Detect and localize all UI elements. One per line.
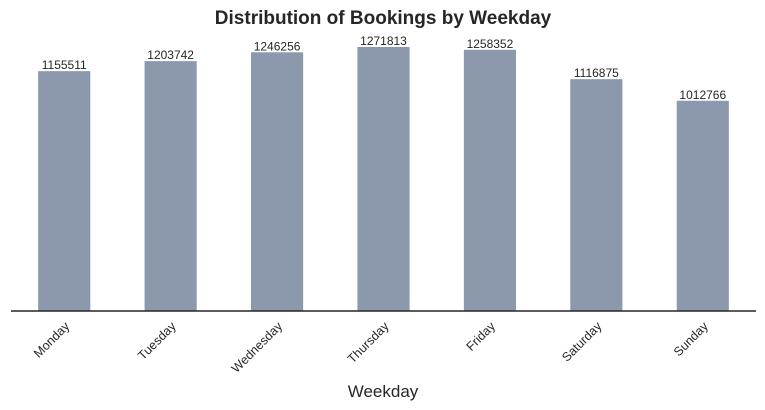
- bar-monday: [38, 71, 91, 311]
- data-label-thursday: 1271813: [360, 34, 407, 48]
- bar-saturday: [570, 79, 623, 311]
- data-labels-group: 1155511 1203742 1246256 1271813 1258352 11168…: [42, 34, 727, 102]
- data-label-sunday: 1012766: [679, 88, 726, 102]
- data-label-wednesday: 1246256: [254, 39, 301, 53]
- x-tick-label-thursday: Thursday: [345, 319, 392, 366]
- data-label-saturday: 1116875: [574, 66, 619, 80]
- bar-thursday: [357, 47, 410, 311]
- bars-group: [38, 47, 729, 312]
- x-tick-label-tuesday: Tuesday: [135, 319, 179, 363]
- data-label-tuesday: 1203742: [147, 48, 194, 62]
- bar-tuesday: [144, 61, 197, 311]
- x-tick-label-friday: Friday: [464, 319, 499, 354]
- data-label-friday: 1258352: [467, 37, 514, 51]
- chart-title: Distribution of Bookings by Weekday: [215, 8, 552, 29]
- bar-friday: [463, 49, 516, 311]
- x-tick-label-wednesday: Wednesday: [229, 319, 286, 376]
- x-tick-labels-group: Monday Tuesday Wednesday Thursday Friday Satu…: [31, 319, 711, 376]
- x-tick-label-monday: Monday: [31, 319, 73, 361]
- x-tick-label-saturday: Saturday: [559, 319, 605, 365]
- data-label-monday: 1155511: [42, 58, 87, 72]
- x-axis-label: Weekday: [348, 382, 419, 401]
- x-tick-label-sunday: Sunday: [671, 319, 711, 359]
- bar-sunday: [676, 100, 729, 312]
- bar-wednesday: [251, 52, 304, 312]
